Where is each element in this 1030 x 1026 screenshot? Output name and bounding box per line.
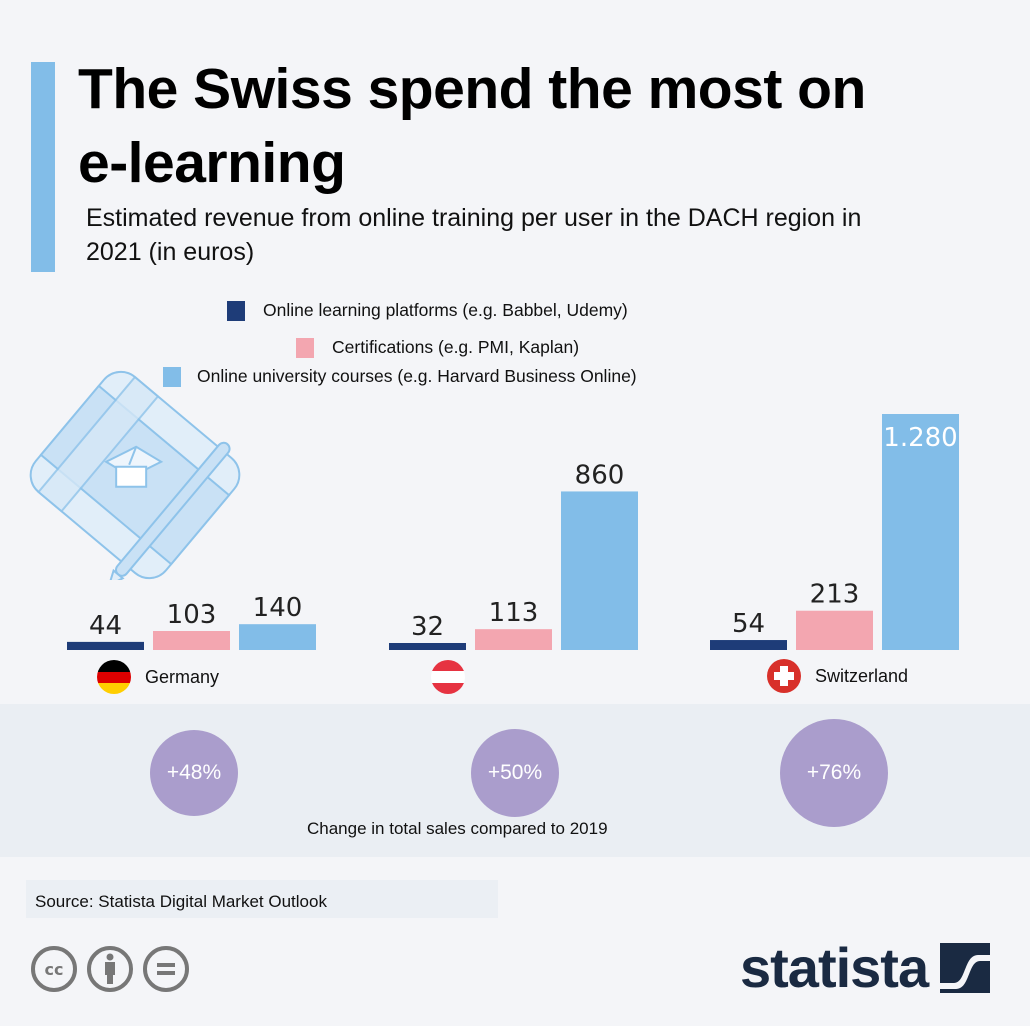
bar-chart: 44 103 140 32 113 860 54 213 1.280 [67,414,959,650]
bar-austria-series-2 [561,491,638,650]
legend-item-platforms: Online learning platforms (e.g. Babbel, … [227,300,628,321]
source-box [26,880,498,918]
bar-value-label: 860 [575,460,625,490]
bar-value-label: 54 [732,609,765,639]
chart-subtitle: Estimated revenue from online training p… [86,204,862,266]
source-text: Source: Statista Digital Market Outlook [35,892,327,911]
bar-value-label: 113 [489,598,539,628]
country-germany: Germany [97,660,219,694]
creative-commons-icon[interactable]: cc [29,944,79,994]
country-label: Germany [145,666,220,687]
change-bubble-germany: +48% [150,730,238,816]
bar-austria-series-0 [389,643,466,650]
change-caption: Change in total sales compared to 2019 [307,819,608,838]
bar-value-label: 32 [411,612,444,642]
bar-value-label: 140 [253,593,303,623]
bar-value-label: 103 [167,600,217,630]
accent-bar [31,62,55,272]
statista-logo[interactable]: statista [740,936,991,999]
statista-logo-icon [940,943,991,993]
legend-label: Online learning platforms (e.g. Babbel, … [263,300,628,320]
bar-germany-series-1 [153,631,230,650]
bar-switzerland-series-2 [882,414,959,650]
country-label: Switzerland [815,665,909,686]
bar-switzerland-series-1 [796,610,873,650]
logo-text: statista [740,936,929,999]
chart-title: The Swiss spend the most on e-learning [78,57,866,195]
legend-label: Online university courses (e.g. Harvard … [197,366,637,386]
bar-value-label: 213 [810,580,860,610]
bar-value-label: 1.280 [883,423,957,453]
legend-item-certifications: Certifications (e.g. PMI, Kaplan) [296,337,579,358]
bar-germany-series-2 [239,624,316,650]
e-learning-notebook-icon [29,370,241,580]
austria-flag-icon [431,660,465,694]
bar-austria-series-1 [475,629,552,650]
switzerland-flag-icon [767,659,801,693]
change-bubble-austria: +50% [471,729,559,817]
country-austria [431,660,479,694]
legend-swatch-university [163,366,181,387]
bar-germany-series-0 [67,641,144,650]
no-derivatives-icon[interactable] [141,944,191,994]
legend-item-university: Online university courses (e.g. Harvard … [163,366,637,387]
bar-switzerland-series-0 [710,640,787,650]
legend-swatch-platforms [227,300,245,321]
germany-flag-icon [97,660,131,694]
attribution-icon[interactable] [85,944,135,994]
legend-swatch-certifications [296,337,314,358]
bar-value-label: 44 [89,611,122,641]
change-bubble-switzerland: +76% [780,719,888,827]
country-switzerland: Switzerland [767,659,908,693]
legend-label: Certifications (e.g. PMI, Kaplan) [332,337,580,357]
svg-text:cc: cc [45,960,64,979]
license-icons: cc [29,944,191,994]
